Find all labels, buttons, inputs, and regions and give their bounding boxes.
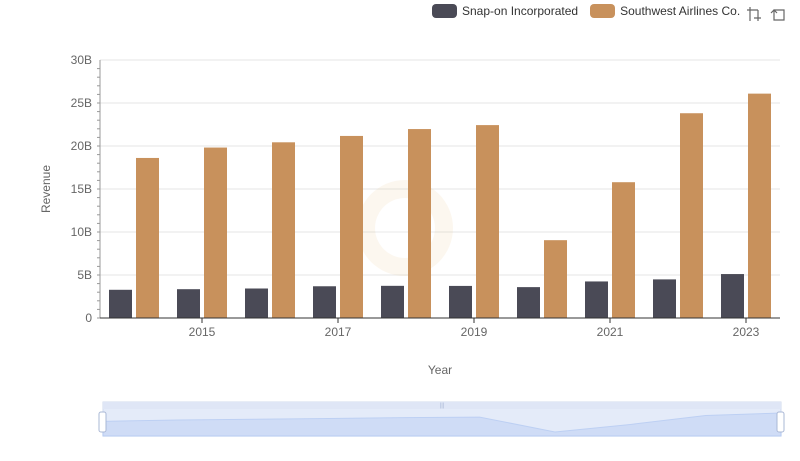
bar-southwest bbox=[476, 125, 499, 319]
bar-southwest bbox=[272, 142, 295, 318]
y-axis-title: Revenue bbox=[39, 165, 53, 213]
slider-grip-icon[interactable]: ||| bbox=[440, 403, 445, 409]
slider-handle-right[interactable] bbox=[776, 411, 785, 433]
watermark-logo bbox=[357, 180, 453, 276]
bar-snap-on bbox=[585, 281, 608, 318]
bar-southwest bbox=[544, 240, 567, 318]
bar-southwest bbox=[204, 147, 227, 318]
x-tick-label: 2019 bbox=[461, 325, 488, 339]
zoom-icon[interactable] bbox=[746, 6, 762, 22]
bar-southwest bbox=[748, 93, 771, 318]
y-tick-label: 15B bbox=[71, 182, 92, 196]
bar-southwest bbox=[680, 113, 703, 318]
chart-toolbox bbox=[746, 6, 786, 22]
y-tick-label: 30B bbox=[71, 53, 92, 67]
y-tick-label: 10B bbox=[71, 225, 92, 239]
bar-snap-on bbox=[721, 274, 744, 318]
data-zoom-slider[interactable]: ||| bbox=[98, 401, 785, 437]
legend-label-southwest: Southwest Airlines Co. bbox=[620, 4, 741, 18]
bar-snap-on bbox=[449, 285, 472, 318]
bar-snap-on bbox=[313, 286, 336, 318]
bar-snap-on bbox=[109, 289, 132, 318]
slider-top-bar[interactable] bbox=[103, 402, 781, 409]
y-axis: 0 5B 10B 15B 20B 25B 30B bbox=[71, 53, 101, 325]
slider-preview-area bbox=[102, 412, 782, 437]
x-axis: 2015 2017 2019 2021 2023 bbox=[100, 317, 780, 339]
bar-snap-on bbox=[177, 289, 200, 318]
y-tick-label: 25B bbox=[71, 96, 92, 110]
legend-swatch-snap-on bbox=[432, 4, 457, 18]
legend-item-snap-on[interactable]: Snap-on Incorporated bbox=[432, 4, 578, 18]
bar-southwest bbox=[612, 182, 635, 318]
x-axis-title: Year bbox=[428, 363, 452, 377]
bar-snap-on bbox=[245, 288, 268, 318]
y-tick-label: 5B bbox=[77, 268, 92, 282]
chart-legend: Snap-on Incorporated Southwest Airlines … bbox=[432, 4, 740, 18]
bars bbox=[109, 93, 771, 319]
slider-selected-range[interactable] bbox=[103, 409, 781, 436]
legend-swatch-southwest bbox=[590, 4, 616, 18]
bar-southwest bbox=[408, 129, 431, 318]
x-tick-label: 2015 bbox=[189, 325, 216, 339]
bar-southwest bbox=[340, 135, 363, 318]
restore-icon[interactable] bbox=[770, 6, 786, 22]
x-tick-label: 2023 bbox=[733, 325, 760, 339]
x-tick-label: 2021 bbox=[597, 325, 624, 339]
y-tick-label: 20B bbox=[71, 139, 92, 153]
x-tick-label: 2017 bbox=[325, 325, 352, 339]
y-tick-label: 0 bbox=[85, 311, 92, 325]
bar-southwest bbox=[136, 157, 159, 318]
slider-handle-left[interactable] bbox=[98, 411, 107, 433]
legend-item-southwest[interactable]: Southwest Airlines Co. bbox=[590, 4, 740, 18]
bar-snap-on bbox=[653, 279, 676, 318]
legend-label-snap-on: Snap-on Incorporated bbox=[462, 4, 579, 18]
bar-snap-on bbox=[381, 285, 404, 318]
bar-snap-on bbox=[517, 287, 540, 318]
